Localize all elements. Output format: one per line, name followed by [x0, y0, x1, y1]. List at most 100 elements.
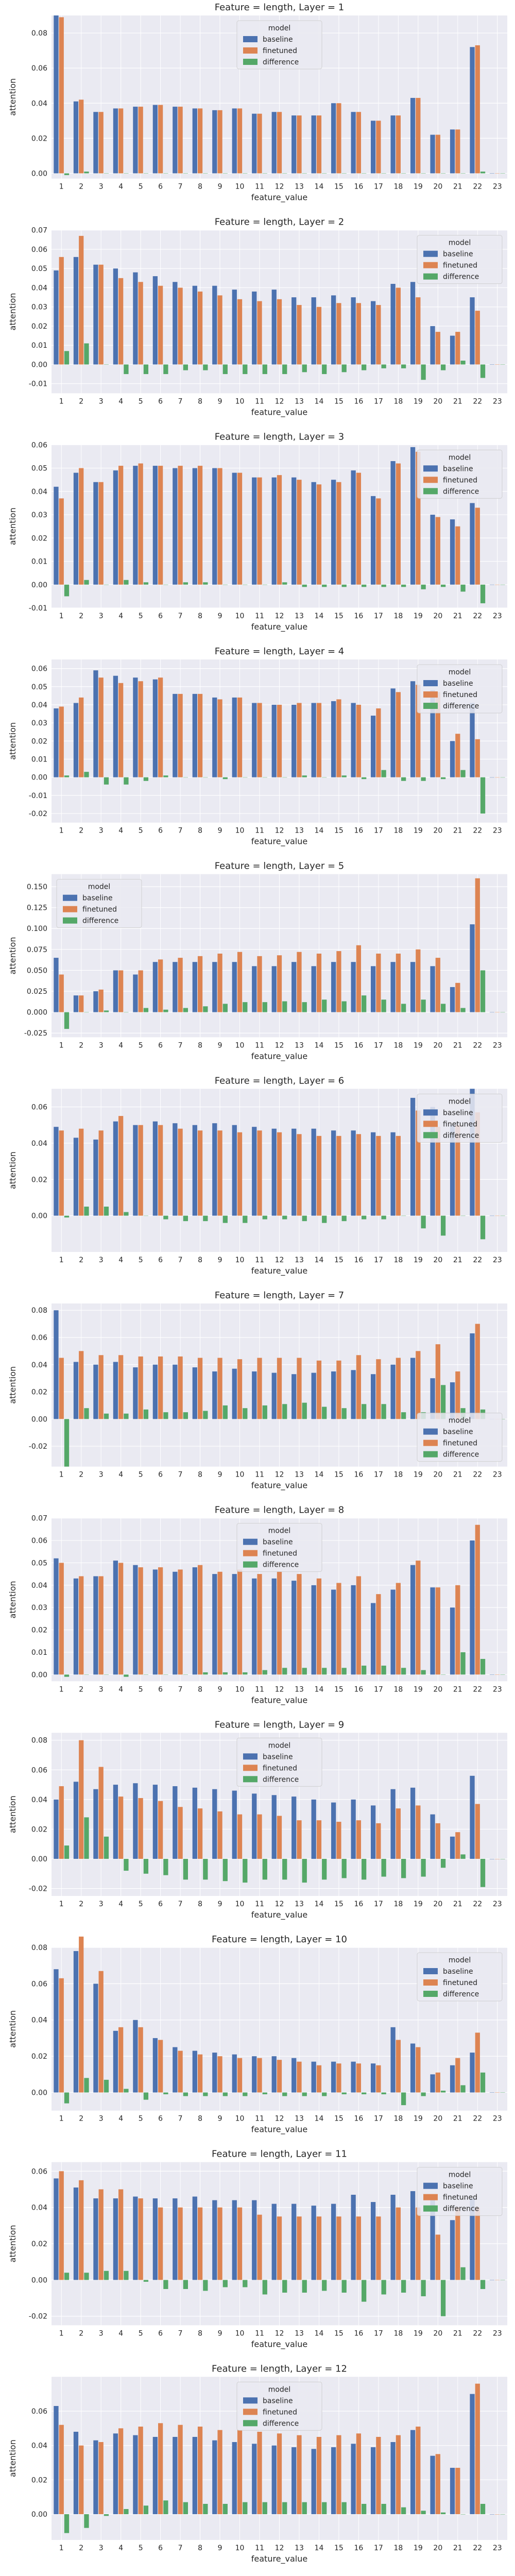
- bar-finetuned: [257, 2432, 262, 2514]
- bar-finetuned: [495, 1012, 500, 1013]
- bar-difference: [84, 2273, 89, 2280]
- bar-baseline: [212, 1371, 217, 1419]
- x-tick-label: 3: [99, 183, 104, 191]
- bar-finetuned: [237, 108, 243, 174]
- bar-baseline: [133, 2196, 138, 2280]
- bar-baseline: [331, 103, 336, 174]
- x-tick-label: 12: [275, 397, 284, 405]
- bar-finetuned: [257, 1358, 262, 1419]
- bar-difference: [64, 775, 70, 777]
- x-tick-label: 21: [453, 183, 462, 191]
- bar-baseline: [410, 1787, 416, 1859]
- bar-difference: [243, 2280, 248, 2287]
- bar-difference: [243, 364, 248, 375]
- bar-difference: [104, 777, 109, 785]
- y-tick-label: 0.05: [31, 1559, 47, 1567]
- chart-panel-7: Feature = length, Layer = 7 -0.02 0.00 0.02…: [8, 1290, 507, 1491]
- x-tick-label: 9: [218, 1685, 222, 1693]
- bar-finetuned: [257, 477, 262, 585]
- bar-baseline: [470, 703, 475, 777]
- x-tick-label: 21: [453, 1900, 462, 1908]
- x-tick-label: 14: [315, 827, 324, 835]
- x-tick-label: 10: [235, 1900, 245, 1908]
- bar-finetuned: [316, 1360, 322, 1419]
- x-axis-label: feature_value: [251, 2554, 307, 2564]
- bar-baseline: [311, 1585, 316, 1675]
- bar-finetuned: [217, 2207, 222, 2280]
- bar-finetuned: [257, 2214, 262, 2280]
- bar-difference: [401, 1412, 406, 1419]
- legend-swatch-finetuned: [63, 906, 77, 912]
- bar-finetuned: [416, 1110, 421, 1216]
- bar-baseline: [73, 1362, 79, 1419]
- bar-difference: [421, 2511, 426, 2514]
- bar-baseline: [192, 2050, 197, 2093]
- x-tick-label: 6: [158, 1471, 163, 1479]
- x-axis-label: feature_value: [251, 1051, 307, 1061]
- bar-finetuned: [178, 1356, 183, 1419]
- bar-baseline: [113, 1561, 118, 1675]
- bar-baseline: [291, 1581, 297, 1675]
- bar-difference: [322, 364, 327, 375]
- x-tick-label: 1: [59, 827, 64, 835]
- bar-baseline: [54, 708, 59, 777]
- y-tick-label: 0.03: [31, 719, 47, 727]
- x-tick-label: 20: [433, 183, 442, 191]
- x-tick-label: 23: [493, 2329, 502, 2337]
- bar-finetuned: [435, 2072, 440, 2093]
- x-tick-label: 9: [218, 2115, 222, 2123]
- bar-finetuned: [435, 332, 440, 365]
- bar-baseline: [192, 285, 197, 365]
- legend-box: [417, 1093, 503, 1143]
- bar-finetuned: [336, 2063, 341, 2093]
- bar-finetuned: [416, 2427, 421, 2514]
- bar-finetuned: [98, 989, 104, 1012]
- bar-finetuned: [178, 466, 183, 585]
- x-tick-label: 22: [473, 1041, 482, 1049]
- bar-baseline: [152, 2038, 158, 2093]
- bar-baseline: [133, 1367, 138, 1419]
- legend-swatch-difference: [63, 917, 77, 924]
- y-tick-label: 0.02: [31, 2240, 47, 2248]
- bar-finetuned: [475, 311, 480, 365]
- bar-difference: [381, 584, 386, 587]
- bar-difference: [243, 777, 248, 778]
- bar-difference: [124, 2089, 129, 2093]
- x-tick-label: 6: [158, 183, 163, 191]
- bar-difference: [282, 2280, 287, 2293]
- bar-baseline: [252, 291, 257, 365]
- bar-baseline: [173, 693, 178, 777]
- bar-baseline: [390, 2195, 396, 2280]
- chart-title: Feature = length, Layer = 12: [212, 2363, 347, 2374]
- bar-finetuned: [297, 1574, 302, 1675]
- bar-baseline: [410, 962, 416, 1012]
- bar-difference: [440, 2280, 446, 2316]
- bar-difference: [421, 777, 426, 781]
- y-tick-label: 0.02: [31, 2053, 47, 2061]
- x-tick-label: 20: [433, 827, 442, 835]
- bar-finetuned: [237, 2058, 243, 2093]
- legend-label-difference: difference: [263, 1775, 299, 1784]
- bar-finetuned: [297, 1820, 302, 1859]
- x-tick-label: 17: [374, 1900, 383, 1908]
- x-tick-label: 17: [374, 1041, 383, 1049]
- bar-baseline: [54, 958, 59, 1012]
- bar-baseline: [192, 2437, 197, 2514]
- bar-difference: [143, 1008, 149, 1012]
- y-tick-label: 0.00: [31, 2089, 47, 2097]
- y-tick-label: 0.04: [31, 284, 47, 292]
- y-tick-label: 0.00: [31, 170, 47, 178]
- x-tick-label: 7: [178, 183, 183, 191]
- bar-baseline: [489, 1674, 495, 1675]
- legend-title: model: [268, 2385, 291, 2394]
- bar-difference: [84, 1012, 89, 1013]
- x-tick-label: 9: [218, 2329, 222, 2337]
- x-axis-label: feature_value: [251, 2125, 307, 2135]
- x-tick-label: 13: [295, 1471, 304, 1479]
- legend-label-baseline: baseline: [263, 1753, 293, 1761]
- bar-difference: [381, 364, 386, 368]
- bar-difference: [341, 173, 347, 174]
- x-tick-label: 16: [354, 183, 363, 191]
- bar-difference: [203, 2280, 208, 2291]
- bar-baseline: [133, 677, 138, 777]
